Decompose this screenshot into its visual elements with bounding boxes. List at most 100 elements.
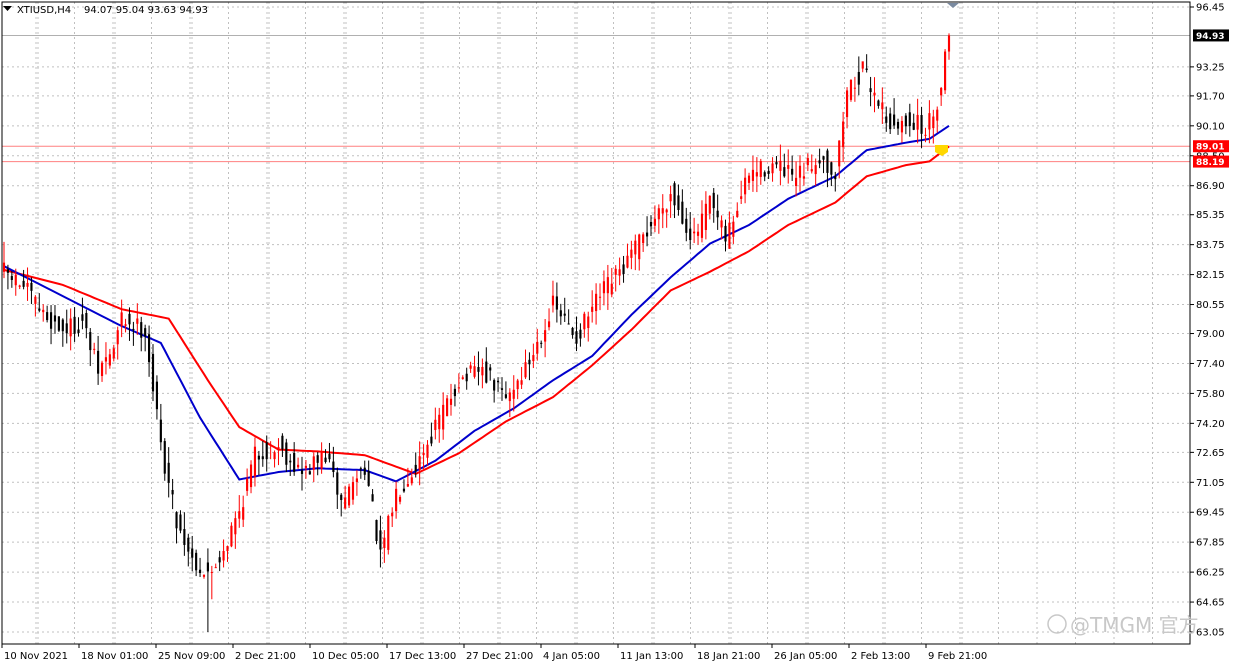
candle bbox=[940, 86, 943, 106]
candle bbox=[528, 352, 531, 381]
level-price-tag: 89.01 bbox=[1193, 140, 1229, 153]
candle-body bbox=[395, 488, 398, 512]
candle bbox=[881, 87, 884, 124]
y-tick-label: 93.25 bbox=[1196, 62, 1225, 73]
candle-body bbox=[449, 398, 453, 405]
candle bbox=[598, 283, 602, 311]
y-tick-label: 67.85 bbox=[1196, 538, 1225, 549]
candle-body bbox=[249, 464, 253, 488]
price-tag-label: 89.01 bbox=[1196, 143, 1224, 153]
candle-body bbox=[700, 213, 704, 238]
candle bbox=[485, 347, 488, 384]
candle bbox=[281, 433, 284, 457]
candle bbox=[610, 267, 613, 298]
candle bbox=[179, 510, 182, 534]
candle bbox=[387, 514, 390, 555]
candle bbox=[889, 107, 892, 135]
candle-body bbox=[120, 312, 123, 327]
candle bbox=[406, 467, 409, 488]
candle-body bbox=[504, 394, 507, 398]
candle-body bbox=[493, 380, 496, 391]
candle bbox=[779, 144, 782, 186]
candle-body bbox=[912, 122, 915, 130]
candle-body bbox=[669, 194, 672, 202]
candle-body bbox=[359, 468, 362, 470]
candle bbox=[65, 309, 68, 344]
candle bbox=[304, 460, 308, 479]
candle-body bbox=[253, 446, 257, 477]
candle-body bbox=[226, 546, 229, 552]
level-price-tag: 88.19 bbox=[1193, 155, 1229, 168]
candle bbox=[430, 422, 433, 447]
candle bbox=[285, 438, 288, 472]
candle-body bbox=[414, 464, 417, 472]
candle-body bbox=[571, 327, 574, 336]
candle-body bbox=[826, 150, 829, 173]
y-tick-label: 72.65 bbox=[1196, 448, 1225, 459]
y-tick-label: 79.00 bbox=[1196, 329, 1225, 340]
candle-body bbox=[163, 441, 166, 474]
candle bbox=[206, 548, 209, 632]
candle-body bbox=[34, 296, 37, 304]
candle bbox=[104, 342, 108, 375]
candle-body bbox=[728, 222, 731, 249]
candle bbox=[398, 494, 402, 505]
chart-header: XTIUSD,H4 94.07 95.04 93.63 94.93 bbox=[3, 5, 208, 16]
scroll-marker-icon[interactable] bbox=[947, 3, 959, 8]
candle-body bbox=[638, 234, 641, 260]
candle bbox=[297, 457, 300, 469]
candle-body bbox=[634, 240, 637, 255]
candle bbox=[69, 308, 72, 351]
candle-body bbox=[265, 442, 268, 460]
candle-body bbox=[406, 483, 409, 487]
candle bbox=[367, 460, 370, 487]
candle-body bbox=[18, 285, 21, 287]
candle bbox=[916, 98, 919, 144]
candle bbox=[312, 452, 315, 483]
candle bbox=[438, 407, 441, 443]
candle-body bbox=[802, 176, 805, 179]
y-tick-label: 90.10 bbox=[1196, 121, 1225, 132]
candle bbox=[575, 316, 578, 352]
candle-body bbox=[622, 264, 625, 275]
candle bbox=[763, 170, 766, 182]
candle bbox=[677, 184, 680, 216]
candle bbox=[649, 215, 653, 236]
candle-body bbox=[779, 160, 782, 171]
candle bbox=[849, 79, 853, 102]
candle bbox=[100, 360, 104, 382]
candle-body bbox=[148, 334, 151, 363]
candle bbox=[81, 297, 84, 330]
candle-body bbox=[418, 456, 421, 470]
candle bbox=[806, 153, 809, 172]
candle-body bbox=[845, 90, 849, 118]
candle-body bbox=[940, 87, 943, 96]
candle bbox=[10, 270, 13, 288]
candle bbox=[108, 348, 111, 369]
candle-body bbox=[175, 512, 178, 529]
candle-body bbox=[179, 514, 182, 531]
candle bbox=[461, 375, 464, 380]
candle-body bbox=[567, 323, 570, 325]
chart-frame bbox=[1, 1, 1191, 645]
candle bbox=[579, 323, 582, 347]
candle bbox=[571, 326, 574, 339]
candle-body bbox=[261, 456, 264, 460]
watermark-text: @TMGM 官方 bbox=[1070, 613, 1199, 637]
candle-body bbox=[398, 496, 402, 502]
candle bbox=[140, 316, 143, 352]
candle-body bbox=[649, 221, 653, 227]
candle-body bbox=[747, 175, 751, 183]
candle-body bbox=[347, 486, 351, 506]
candle-body bbox=[26, 282, 29, 287]
candle bbox=[822, 155, 825, 174]
candle-body bbox=[936, 109, 939, 121]
candle bbox=[210, 565, 213, 600]
price-tag-label: 88.19 bbox=[1196, 158, 1224, 168]
candle bbox=[932, 109, 935, 144]
candle bbox=[218, 550, 221, 572]
candle bbox=[97, 335, 100, 385]
candle-body bbox=[187, 537, 190, 552]
candle bbox=[798, 155, 802, 192]
